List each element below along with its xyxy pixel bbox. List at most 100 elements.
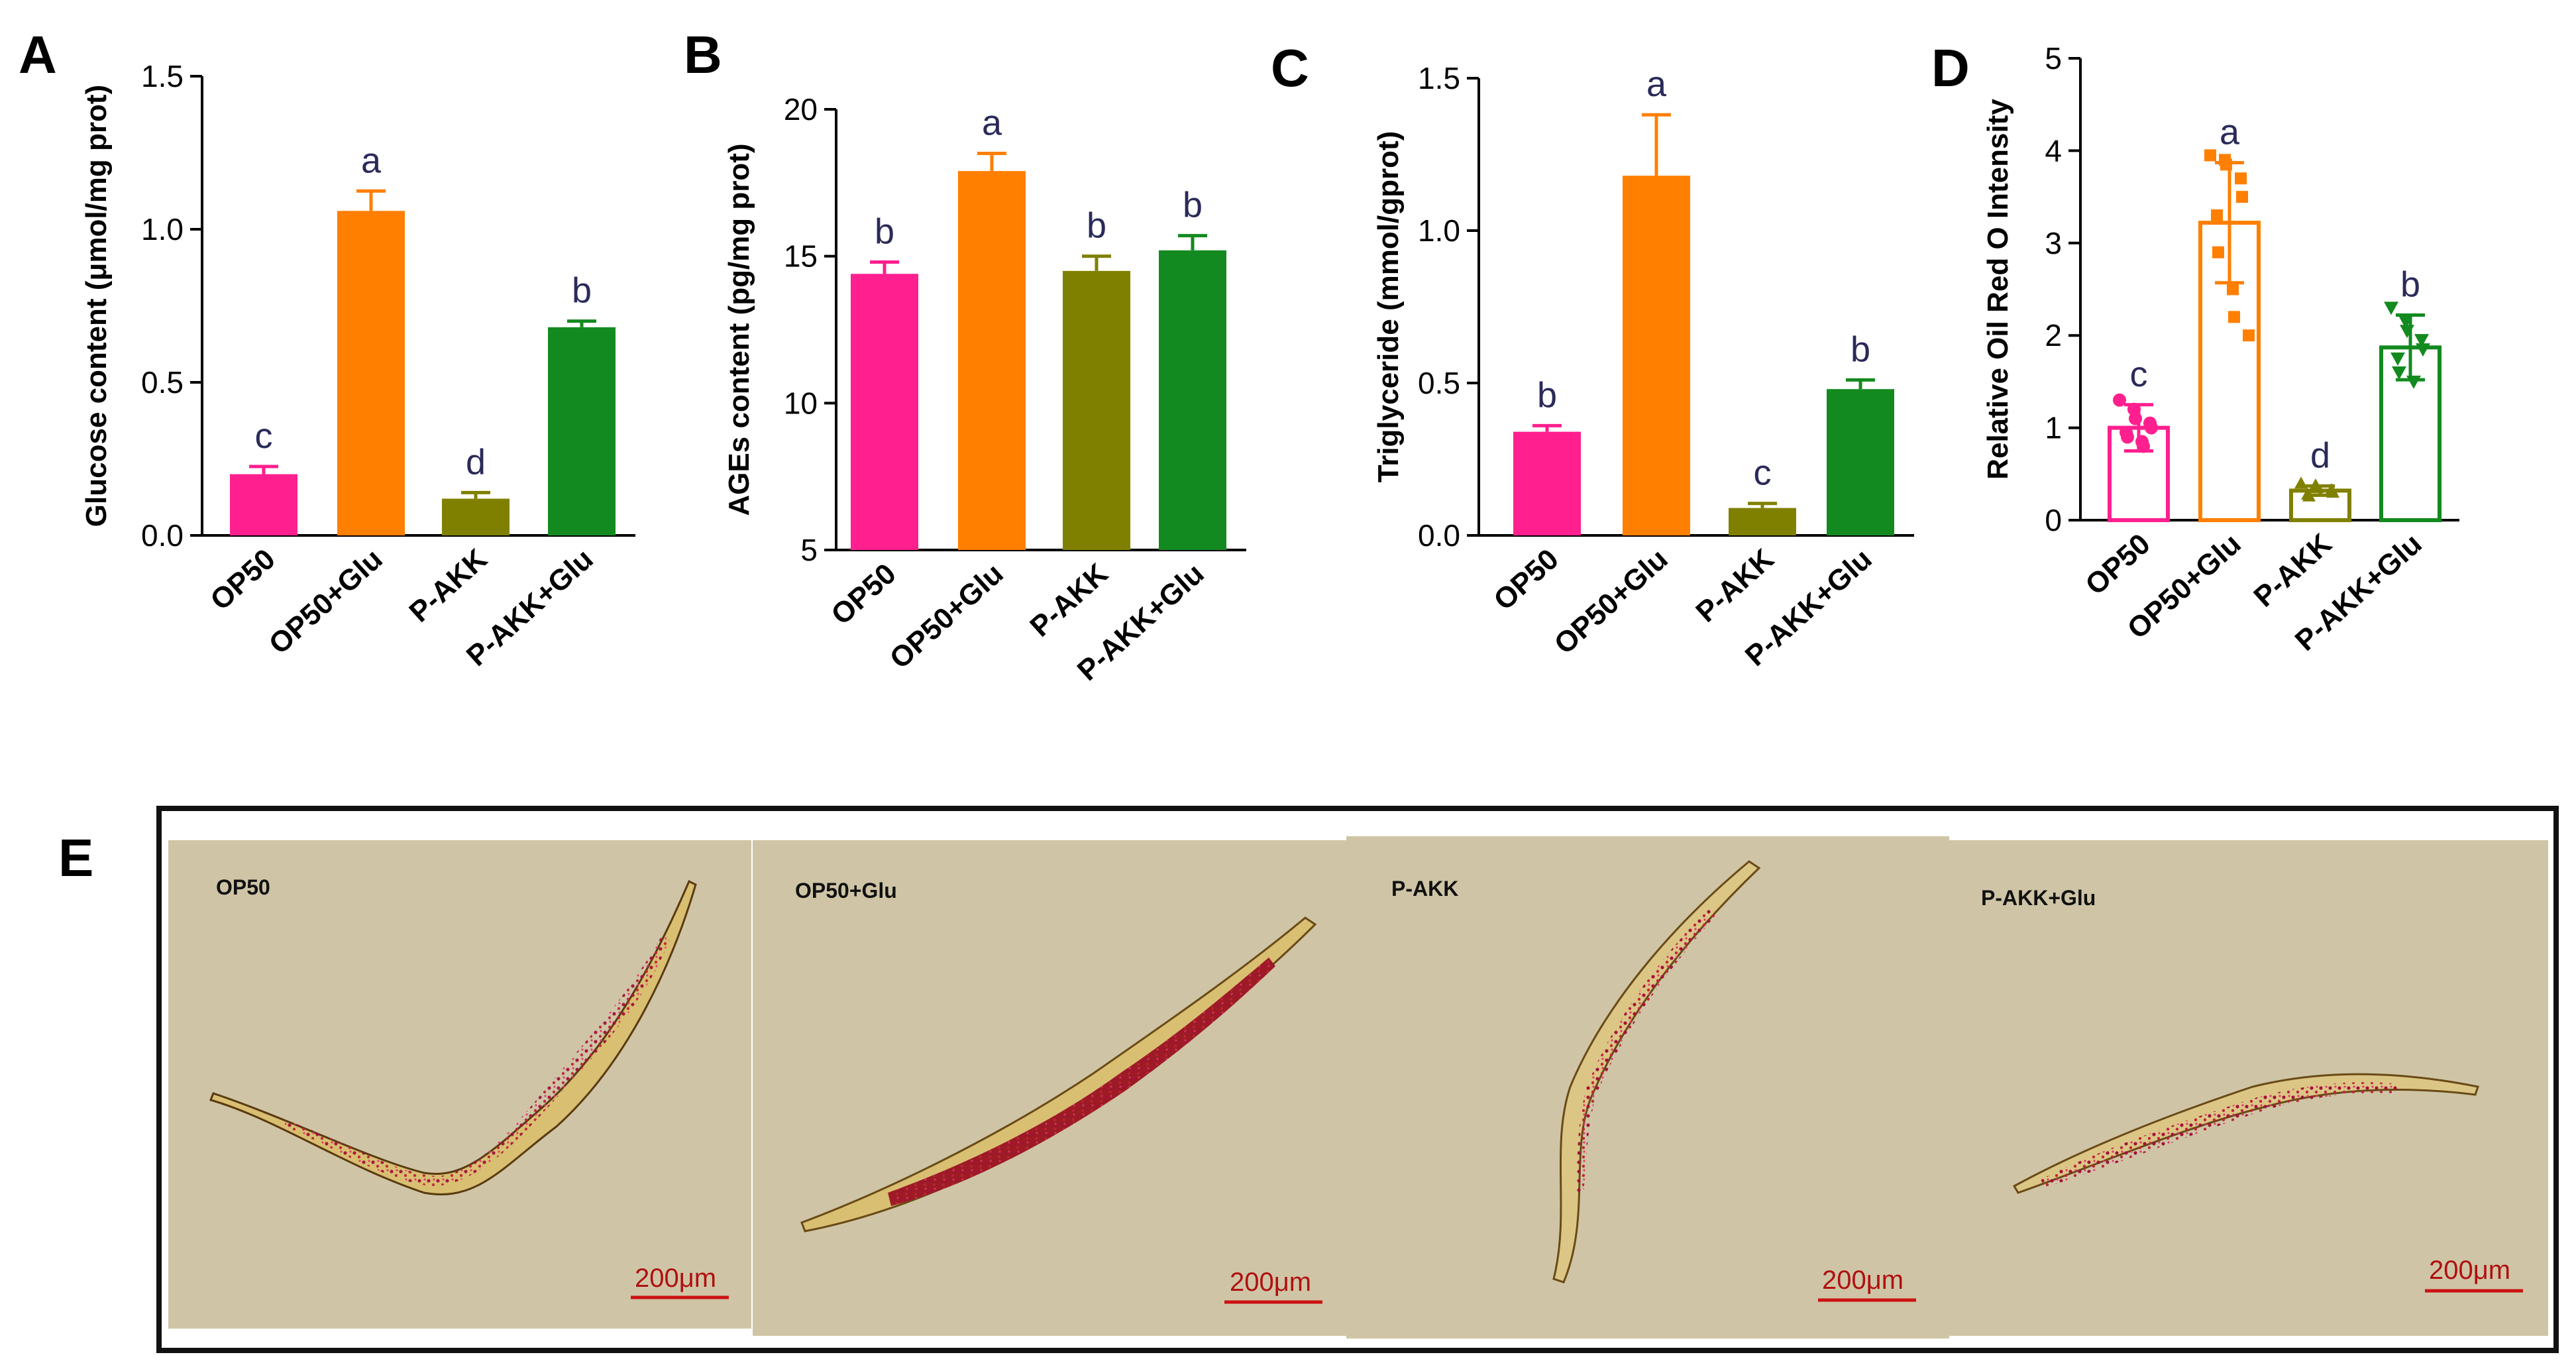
lipid-stain bbox=[1576, 908, 1717, 1193]
micrograph-p-akk: P-AKK 200μm bbox=[1346, 836, 1949, 1339]
chart-panel-b: B 5 10 15 20 AGEs content (pg/mg prot) b OP50 a O… bbox=[684, 25, 1246, 687]
scale-bar-label: 200μm bbox=[2429, 1256, 2510, 1285]
data-point bbox=[2121, 430, 2134, 444]
x-tick-label: P-AKK bbox=[1690, 543, 1780, 629]
micrograph-background bbox=[168, 840, 751, 1329]
significance-letter: b bbox=[1851, 329, 1870, 369]
data-point bbox=[2204, 149, 2216, 162]
chart-panel-c: C 0.0 0.5 1.0 1.5 Triglyceride (mmol/gprot) b O… bbox=[1271, 38, 1914, 673]
y-tick-label: 2 bbox=[2045, 318, 2062, 353]
y-tick-label: 1.0 bbox=[141, 212, 184, 246]
lipid-stain-dots bbox=[888, 958, 1275, 1206]
chart-panel-d: D 0 1 2 3 4 5 Relative Oil Red O Intensity c OP50… bbox=[1931, 38, 2459, 657]
y-axis-label: Glucose content (μmol/mg prot) bbox=[80, 85, 113, 527]
bar-op50-glu bbox=[1623, 176, 1690, 535]
lipid-stain bbox=[2041, 1082, 2398, 1187]
micrograph-frame bbox=[156, 806, 2559, 1353]
significance-letter: a bbox=[1646, 64, 1667, 104]
chart-panel-a: A 0.0 0.5 1.0 1.5 Glucose content (μmol/mg pr… bbox=[19, 25, 635, 673]
x-tick-label: OP50 bbox=[825, 557, 902, 631]
significance-letter: b bbox=[572, 271, 592, 311]
micrograph-op50-glu: OP50+Glu 200μm bbox=[753, 840, 1349, 1336]
data-point bbox=[2390, 353, 2405, 366]
y-tick-label: 0.5 bbox=[1418, 366, 1460, 400]
panel-e: E OP50 200μm OP50+Glu 200μm P-AKK bbox=[58, 806, 2559, 1353]
data-point bbox=[2137, 439, 2150, 453]
y-tick-label: 20 bbox=[784, 92, 818, 127]
x-tick-label: OP50+Glu bbox=[263, 543, 389, 661]
y-tick-label: 1 bbox=[2045, 411, 2062, 445]
bar-p-akk-glu bbox=[1159, 250, 1226, 550]
bar-op50-glu bbox=[958, 171, 1026, 551]
data-point bbox=[2243, 329, 2255, 342]
micrograph-label: OP50 bbox=[216, 875, 270, 899]
panel-letter: D bbox=[1931, 38, 1970, 97]
x-tick-label: P-AKK bbox=[403, 543, 493, 629]
x-tick-label: P-AKK bbox=[1024, 557, 1114, 643]
y-tick-label: 0 bbox=[2045, 503, 2062, 537]
y-axis-label: AGEs content (pg/mg prot) bbox=[723, 143, 755, 516]
significance-letter: a bbox=[361, 140, 382, 180]
data-point bbox=[2414, 334, 2429, 348]
significance-letter: b bbox=[1087, 206, 1106, 246]
data-point bbox=[2416, 343, 2430, 357]
data-point bbox=[2326, 486, 2339, 498]
x-tick-label: OP50 bbox=[1487, 543, 1564, 617]
bar-op50-glu bbox=[337, 211, 405, 535]
panel-letter: A bbox=[19, 25, 57, 84]
bar-op50 bbox=[851, 274, 918, 550]
significance-letter: a bbox=[982, 103, 1002, 143]
y-axis-label: Relative Oil Red O Intensity bbox=[1982, 99, 2014, 480]
significance-letter: c bbox=[2130, 355, 2148, 394]
bar-p-akk bbox=[442, 498, 510, 535]
significance-letter: c bbox=[255, 416, 273, 456]
x-tick-label: OP50 bbox=[204, 543, 281, 617]
y-tick-label: 5 bbox=[2045, 41, 2062, 76]
y-tick-label: 0.0 bbox=[141, 518, 184, 553]
bar-op50 bbox=[230, 474, 297, 535]
significance-letter: d bbox=[2310, 435, 2330, 475]
x-tick-label: OP50+Glu bbox=[1548, 543, 1674, 661]
data-point bbox=[2302, 489, 2316, 502]
bar-op50 bbox=[1513, 431, 1581, 535]
y-tick-label: 1.5 bbox=[1418, 61, 1460, 95]
y-tick-label: 10 bbox=[784, 386, 818, 420]
bar-p-akk bbox=[1729, 508, 1796, 535]
data-point bbox=[2113, 393, 2126, 407]
worm bbox=[209, 879, 697, 1195]
significance-letter: b bbox=[875, 212, 894, 252]
y-tick-label: 3 bbox=[2045, 226, 2062, 260]
significance-letter: b bbox=[1537, 375, 1557, 415]
significance-letter: b bbox=[2400, 265, 2420, 305]
x-tick-label: OP50+Glu bbox=[884, 557, 1010, 675]
y-tick-label: 0.0 bbox=[1418, 518, 1460, 553]
significance-letter: d bbox=[466, 442, 486, 482]
data-point bbox=[2392, 366, 2406, 380]
y-tick-label: 5 bbox=[800, 533, 818, 567]
y-tick-label: 0.5 bbox=[141, 365, 184, 400]
y-tick-label: 1.5 bbox=[141, 59, 184, 93]
charts-area: A 0.0 0.5 1.0 1.5 Glucose content (μmol/mg pr… bbox=[19, 25, 2459, 687]
micrograph-label: P-AKK+Glu bbox=[1981, 886, 2096, 910]
scale-bar-label: 200μm bbox=[1230, 1268, 1311, 1297]
micrograph-p-akk-glu: P-AKK+Glu 200μm bbox=[1945, 840, 2548, 1336]
bar-p-akk-glu bbox=[1827, 389, 1894, 535]
data-point bbox=[2129, 411, 2142, 425]
data-point bbox=[2227, 283, 2239, 296]
panel-letter: C bbox=[1271, 38, 1309, 97]
panel-letter-e: E bbox=[58, 828, 93, 887]
data-point bbox=[2406, 375, 2421, 389]
micrograph-op50: OP50 200μm bbox=[168, 840, 751, 1329]
data-point bbox=[2211, 209, 2223, 221]
micrograph-background bbox=[1346, 836, 1949, 1339]
data-point bbox=[2294, 476, 2308, 489]
significance-letter: b bbox=[1183, 186, 1203, 225]
micrograph-label: OP50+Glu bbox=[795, 879, 897, 903]
scale-bar-label: 200μm bbox=[635, 1264, 716, 1293]
y-axis-label: Triglyceride (mmol/gprot) bbox=[1372, 131, 1405, 483]
x-tick-label: OP50 bbox=[2079, 527, 2156, 602]
data-point bbox=[2310, 481, 2324, 494]
bar-p-akk-glu bbox=[548, 327, 616, 535]
significance-letter: a bbox=[2220, 113, 2240, 152]
